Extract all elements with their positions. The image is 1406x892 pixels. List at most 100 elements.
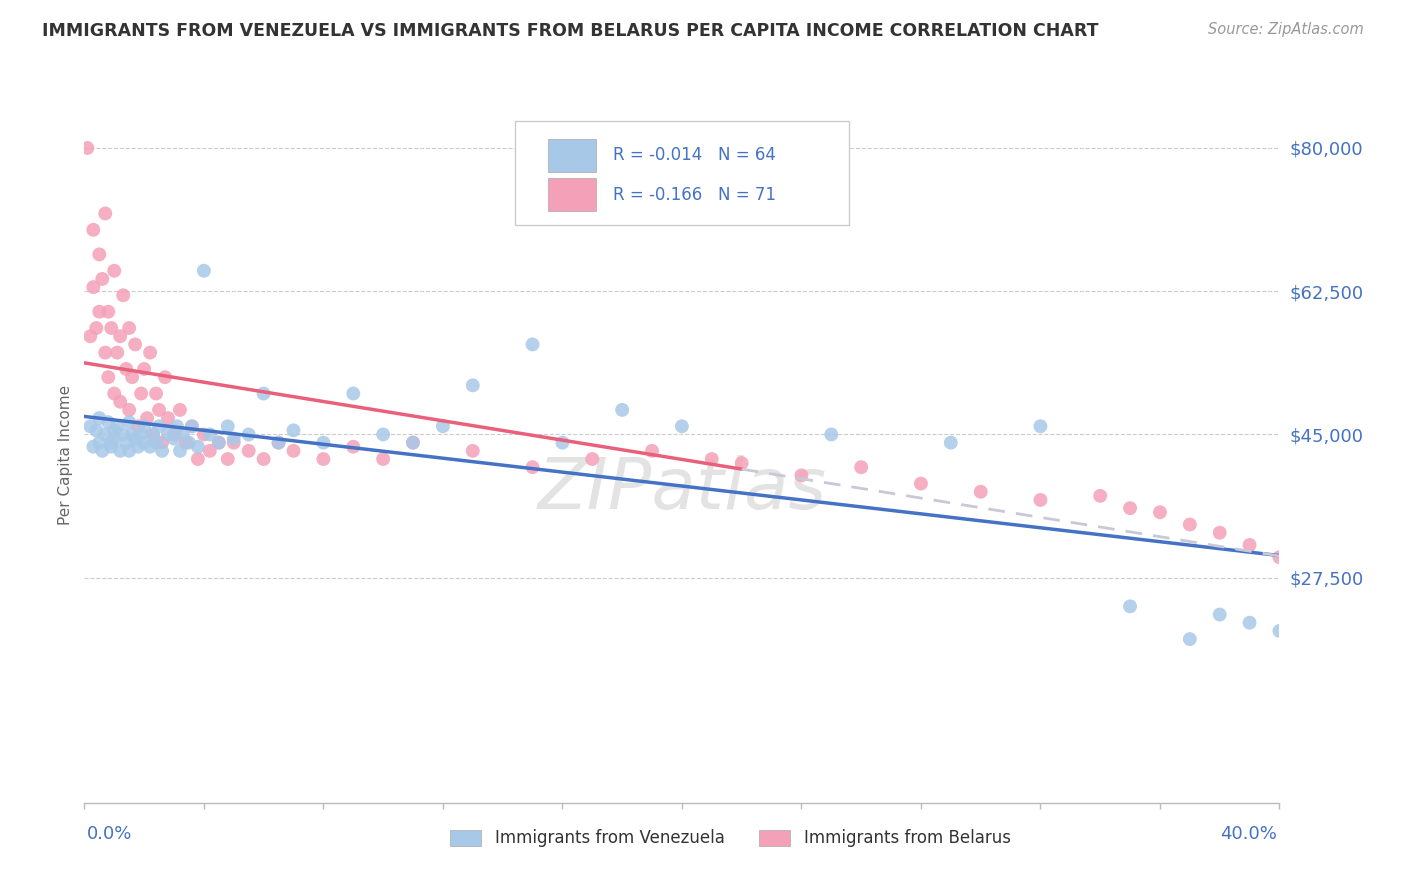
- Point: [100, 321, 122, 335]
- Point: [551, 435, 574, 450]
- Text: Immigrants from Belarus: Immigrants from Belarus: [804, 829, 1011, 847]
- Point: [124, 432, 146, 446]
- Point: [136, 411, 159, 425]
- Point: [1088, 489, 1111, 503]
- FancyBboxPatch shape: [450, 830, 481, 846]
- Point: [139, 440, 162, 454]
- Point: [1119, 599, 1142, 614]
- Point: [115, 362, 138, 376]
- Point: [118, 443, 141, 458]
- Point: [103, 264, 125, 278]
- Point: [731, 456, 754, 470]
- Point: [82, 223, 104, 237]
- Point: [103, 423, 125, 437]
- Text: 40.0%: 40.0%: [1220, 825, 1277, 843]
- Point: [238, 443, 260, 458]
- Point: [371, 427, 394, 442]
- Text: R = -0.166   N = 71: R = -0.166 N = 71: [613, 186, 776, 203]
- Point: [129, 386, 152, 401]
- Point: [522, 460, 544, 475]
- Point: [1239, 615, 1261, 630]
- Point: [163, 432, 186, 446]
- Point: [121, 370, 143, 384]
- Point: [89, 304, 111, 318]
- Point: [115, 435, 138, 450]
- Point: [110, 394, 132, 409]
- Point: [217, 419, 239, 434]
- Point: [166, 419, 188, 434]
- Point: [253, 452, 276, 467]
- Point: [820, 427, 842, 442]
- Point: [157, 411, 180, 425]
- Point: [641, 443, 664, 458]
- Point: [132, 435, 156, 450]
- Point: [187, 440, 209, 454]
- Point: [112, 427, 135, 442]
- Point: [208, 435, 231, 450]
- Point: [610, 403, 633, 417]
- Point: [939, 435, 962, 450]
- Point: [118, 321, 141, 335]
- Point: [1239, 538, 1261, 552]
- Point: [283, 423, 305, 437]
- Point: [94, 206, 117, 220]
- Point: [97, 415, 120, 429]
- Point: [103, 432, 125, 446]
- Point: [79, 419, 101, 434]
- Point: [910, 476, 932, 491]
- Point: [1208, 607, 1232, 622]
- Point: [82, 440, 104, 454]
- Point: [86, 423, 108, 437]
- Point: [97, 304, 120, 318]
- Point: [76, 141, 98, 155]
- Point: [91, 272, 114, 286]
- Point: [110, 329, 132, 343]
- Point: [91, 443, 114, 458]
- Point: [150, 443, 173, 458]
- Point: [461, 378, 484, 392]
- Point: [110, 443, 132, 458]
- Point: [1029, 492, 1052, 507]
- Point: [89, 411, 111, 425]
- Point: [198, 427, 221, 442]
- Point: [222, 435, 245, 450]
- Point: [169, 403, 191, 417]
- Point: [127, 440, 149, 454]
- Point: [145, 386, 167, 401]
- Point: [1268, 624, 1291, 638]
- Point: [970, 484, 993, 499]
- Point: [129, 427, 152, 442]
- Text: ZIPatlas: ZIPatlas: [537, 455, 827, 524]
- Point: [432, 419, 454, 434]
- Point: [1149, 505, 1171, 519]
- Text: IMMIGRANTS FROM VENEZUELA VS IMMIGRANTS FROM BELARUS PER CAPITA INCOME CORRELATI: IMMIGRANTS FROM VENEZUELA VS IMMIGRANTS …: [42, 22, 1098, 40]
- Point: [180, 419, 202, 434]
- Point: [163, 427, 186, 442]
- Point: [172, 427, 194, 442]
- FancyBboxPatch shape: [548, 139, 596, 172]
- Point: [89, 435, 111, 450]
- Point: [1208, 525, 1232, 540]
- Text: Immigrants from Venezuela: Immigrants from Venezuela: [495, 829, 724, 847]
- Text: Source: ZipAtlas.com: Source: ZipAtlas.com: [1208, 22, 1364, 37]
- Point: [105, 345, 128, 359]
- Point: [267, 435, 290, 450]
- Point: [100, 440, 122, 454]
- Point: [1119, 501, 1142, 516]
- Point: [849, 460, 872, 475]
- Point: [103, 386, 125, 401]
- Point: [312, 452, 335, 467]
- Point: [157, 427, 180, 442]
- Point: [153, 370, 176, 384]
- Point: [169, 443, 191, 458]
- Point: [174, 435, 197, 450]
- Point: [105, 419, 128, 434]
- Point: [1178, 632, 1201, 646]
- Point: [145, 435, 167, 450]
- Point: [118, 415, 141, 429]
- Point: [342, 440, 364, 454]
- Point: [86, 321, 108, 335]
- Point: [253, 386, 276, 401]
- Point: [312, 435, 335, 450]
- Point: [132, 362, 156, 376]
